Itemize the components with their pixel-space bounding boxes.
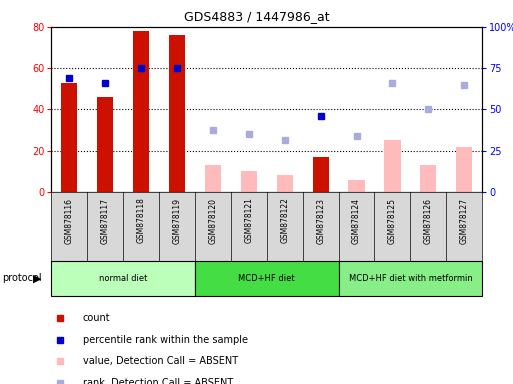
Bar [195,261,339,296]
Text: value, Detection Call = ABSENT: value, Detection Call = ABSENT [83,356,238,366]
Bar [277,175,293,192]
Text: GSM878124: GSM878124 [352,197,361,243]
Bar [348,180,365,192]
Bar [61,83,77,192]
Text: GSM878127: GSM878127 [460,197,469,243]
Bar [133,31,149,192]
Text: GSM878117: GSM878117 [101,197,110,243]
Bar [97,97,113,192]
Bar [456,147,472,192]
Text: GSM878123: GSM878123 [316,197,325,243]
Text: GSM878126: GSM878126 [424,197,433,243]
Text: GSM878121: GSM878121 [244,197,253,243]
Bar [312,157,329,192]
Text: MCD+HF diet with metformin: MCD+HF diet with metformin [348,274,472,283]
Bar [339,261,482,296]
Text: protocol: protocol [3,273,42,283]
Bar [384,141,401,192]
Text: GDS4883 / 1447986_at: GDS4883 / 1447986_at [184,10,329,23]
Text: GSM878122: GSM878122 [280,197,289,243]
Text: normal diet: normal diet [99,274,147,283]
Bar [420,165,437,192]
Text: GSM878120: GSM878120 [208,197,218,243]
Bar [51,261,195,296]
Text: percentile rank within the sample: percentile rank within the sample [83,334,248,345]
Text: GSM878119: GSM878119 [172,197,182,243]
Text: MCD+HF diet: MCD+HF diet [239,274,295,283]
Text: GSM878118: GSM878118 [136,197,146,243]
Bar [205,165,221,192]
Bar [241,171,257,192]
Text: count: count [83,313,110,323]
Text: rank, Detection Call = ABSENT: rank, Detection Call = ABSENT [83,378,233,384]
Text: GSM878125: GSM878125 [388,197,397,243]
Text: GSM878116: GSM878116 [65,197,74,243]
Bar [169,35,185,192]
Text: ▶: ▶ [33,273,41,283]
